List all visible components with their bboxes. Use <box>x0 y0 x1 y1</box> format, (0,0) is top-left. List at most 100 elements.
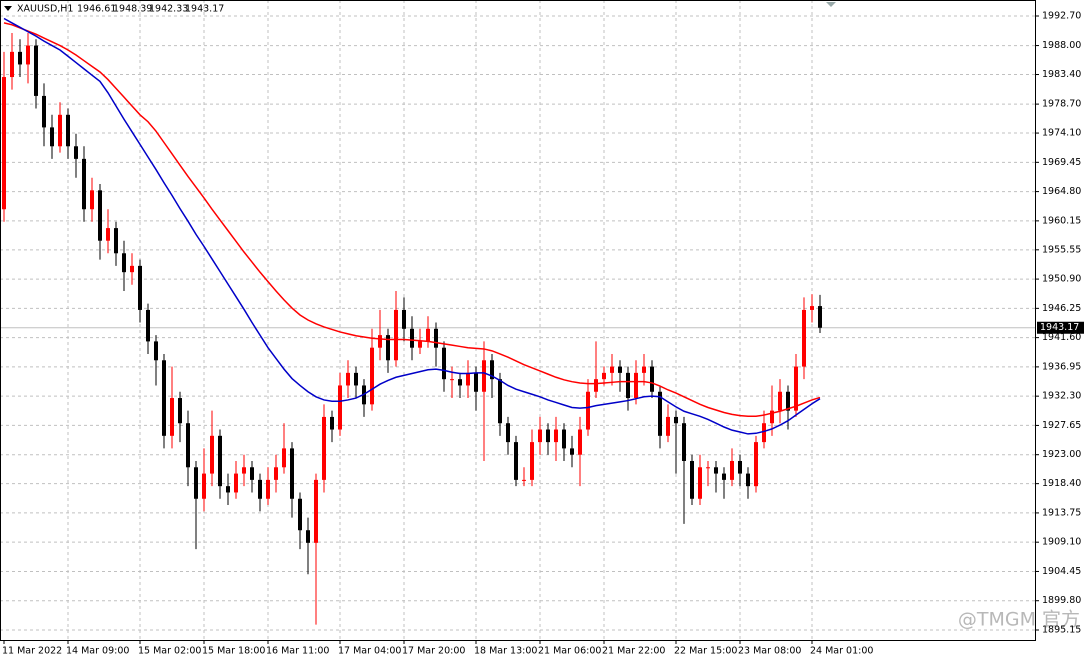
candle-body <box>122 253 126 273</box>
candle-body <box>626 372 630 399</box>
y-tick-label: 1932.30 <box>1042 391 1081 402</box>
candle-body <box>650 366 654 392</box>
candle-body <box>578 429 582 455</box>
candle-body <box>674 416 678 424</box>
candle-body <box>602 372 606 380</box>
y-tick-label: 1969.45 <box>1042 157 1081 168</box>
candle-body <box>642 366 646 373</box>
x-tick-label: 11 Mar 2022 <box>2 646 62 657</box>
plot-border <box>0 0 1036 641</box>
candle-body <box>506 423 510 443</box>
candle-body <box>658 391 662 436</box>
candle-body <box>498 379 502 424</box>
x-tick-label: 21 Mar 06:00 <box>538 646 601 657</box>
y-tick-label: 1955.55 <box>1042 244 1081 255</box>
candle-body <box>682 423 686 461</box>
candle-body <box>106 228 110 241</box>
candle-body <box>722 473 726 480</box>
y-tick-label: 1899.80 <box>1042 595 1081 606</box>
y-tick-label: 1913.75 <box>1042 507 1081 518</box>
y-tick-label: 1992.70 <box>1042 10 1081 21</box>
header: XAUUSD,H1 1946.61 1948.39 1942.33 1943.1… <box>4 4 224 15</box>
candle-body <box>314 479 318 543</box>
candle-body <box>170 398 174 436</box>
candle-body <box>298 498 302 531</box>
candle-body <box>802 309 806 367</box>
candle-body <box>74 146 78 159</box>
candle-body <box>90 190 94 210</box>
header-icon <box>4 6 12 11</box>
x-tick-label: 24 Mar 01:00 <box>810 646 873 657</box>
candle-body <box>282 448 286 468</box>
candle-body <box>418 341 422 348</box>
y-tick-label: 1983.40 <box>1042 69 1081 80</box>
candle-body <box>810 306 814 310</box>
candle-body <box>266 479 270 499</box>
y-tick-label: 1950.90 <box>1042 274 1081 285</box>
x-tick-label: 17 Mar 20:00 <box>402 646 465 657</box>
watermark: @TMGM 官方 <box>958 609 1080 631</box>
candle-body <box>762 423 766 443</box>
candle-body <box>18 51 22 65</box>
x-tick-label: 21 Mar 22:00 <box>602 646 665 657</box>
candle-body <box>546 429 550 443</box>
moving-average <box>3 17 821 435</box>
last-price-tag <box>1037 321 1084 334</box>
candle-body <box>306 530 310 543</box>
candle-body <box>202 473 206 499</box>
candle-body <box>594 379 598 392</box>
candle-body <box>530 442 534 480</box>
y-tick-label: 1988.00 <box>1042 40 1081 51</box>
candle-body <box>522 479 526 481</box>
candle-body <box>50 127 54 147</box>
y-tick-label: 1946.25 <box>1042 303 1081 314</box>
candle-body <box>690 460 694 499</box>
candle-body <box>146 309 150 342</box>
candle-body <box>706 467 710 469</box>
y-tick-label: 1923.00 <box>1042 449 1081 460</box>
candle-body <box>130 265 134 273</box>
candle-body <box>58 114 62 147</box>
candle-body <box>242 467 246 474</box>
candle-body <box>714 467 718 474</box>
candle-body <box>154 341 158 361</box>
y-tick-label: 1904.45 <box>1042 566 1081 577</box>
candle-body <box>26 45 30 65</box>
marks <box>2 17 822 625</box>
candle-body <box>354 372 358 386</box>
candle-body <box>754 442 758 487</box>
candle-body <box>466 372 470 386</box>
candle-body <box>746 473 750 487</box>
candle-body <box>42 95 46 128</box>
candle-body <box>114 228 118 254</box>
candle-body <box>138 265 142 310</box>
candle-body <box>178 398 182 424</box>
candle-body <box>794 366 798 411</box>
candle-body <box>514 442 518 480</box>
candle-body <box>338 385 342 430</box>
candle-body <box>386 335 390 361</box>
last-price-label: 1943.17 <box>1040 322 1079 333</box>
candle-body <box>210 435 214 474</box>
candle-body <box>770 410 774 424</box>
x-tick-label: 18 Mar 13:00 <box>474 646 537 657</box>
y-tick-label: 1978.70 <box>1042 99 1081 110</box>
header-low: 1942.33 <box>149 4 188 15</box>
candle-body <box>410 328 414 348</box>
candle-body <box>330 416 334 430</box>
candle-body <box>226 486 230 493</box>
y-tick-label: 1960.15 <box>1042 215 1081 226</box>
candle-body <box>2 77 6 210</box>
candle-body <box>370 347 374 405</box>
candle-body <box>234 473 238 493</box>
candle-body <box>274 467 278 480</box>
y-tick-label: 1909.10 <box>1042 537 1081 548</box>
y-tick-label: 1918.40 <box>1042 478 1081 489</box>
candle-body <box>322 416 326 480</box>
y-tick-label: 1941.60 <box>1042 332 1081 343</box>
candle-body <box>778 391 782 411</box>
header-close: 1943.17 <box>185 4 224 15</box>
candle-body <box>482 360 486 392</box>
candle-body <box>570 448 574 455</box>
candle-body <box>458 379 462 386</box>
